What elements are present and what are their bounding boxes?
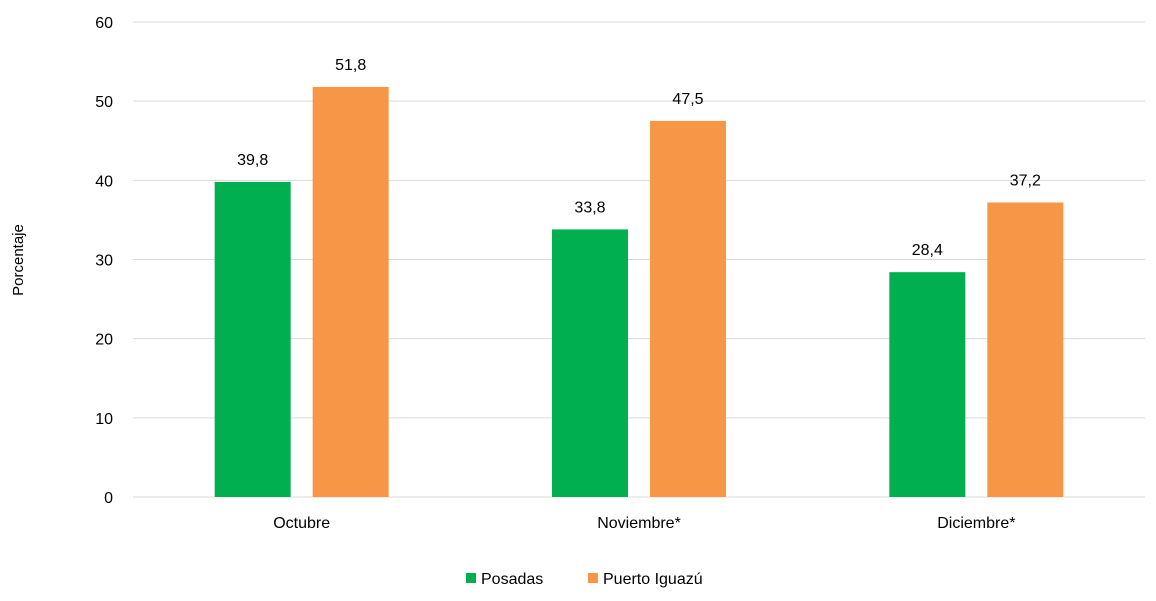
bar-puerto-iguazú (312, 86, 389, 498)
data-label: 51,8 (335, 57, 366, 74)
bar-puerto-iguazú (987, 202, 1064, 497)
bar-puerto-iguazú (650, 120, 726, 497)
data-labels: 39,8 51,8 33,8 47,5 28,4 37,2 (237, 57, 1041, 259)
x-axis-ticks: Octubre Noviembre* Diciembre* (273, 515, 1015, 532)
legend-swatch (588, 573, 598, 583)
legend-label: Puerto Iguazú (603, 571, 703, 588)
data-label: 33,8 (574, 199, 605, 216)
y-tick-label: 10 (95, 411, 113, 428)
bar-posadas (214, 181, 291, 497)
y-tick-label: 50 (95, 94, 113, 111)
y-tick-label: 40 (95, 173, 113, 190)
legend-label: Posadas (481, 571, 543, 588)
y-tick-label: 20 (95, 332, 113, 349)
y-tick-label: 0 (104, 490, 113, 507)
x-tick-label: Noviembre* (597, 515, 681, 532)
data-label: 28,4 (912, 242, 943, 259)
y-axis-ticks: 0 10 20 30 40 50 60 (95, 15, 113, 507)
data-label: 47,5 (672, 91, 703, 108)
data-label: 39,8 (237, 152, 268, 169)
y-axis-title: Porcentaje (10, 224, 27, 296)
data-label: 37,2 (1010, 173, 1041, 190)
x-tick-label: Octubre (273, 515, 330, 532)
legend: Posadas Puerto Iguazú (466, 571, 703, 588)
bars (214, 86, 1064, 498)
bar-posadas (889, 272, 966, 497)
gridlines (133, 21, 1145, 419)
x-tick-label: Diciembre* (937, 515, 1015, 532)
y-tick-label: 60 (95, 15, 113, 32)
y-tick-label: 30 (95, 253, 113, 270)
bar-posadas (552, 229, 628, 497)
legend-swatch (466, 573, 476, 583)
